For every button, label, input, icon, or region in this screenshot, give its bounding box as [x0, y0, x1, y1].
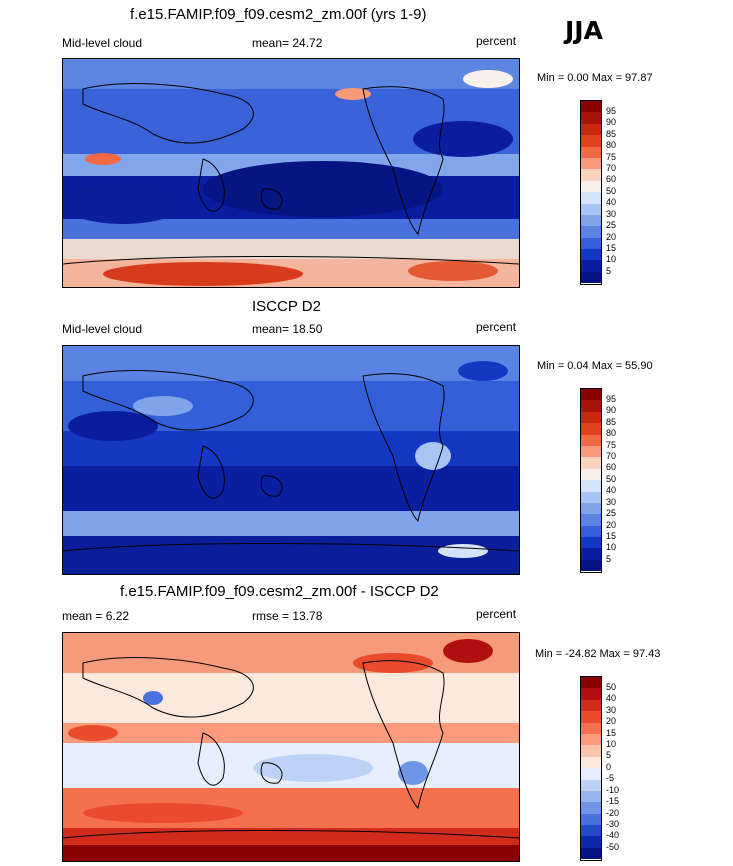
panel3-title: f.e15.FAMIP.f09_f09.cesm2_zm.00f - ISCCP… — [120, 583, 439, 600]
panel3-tick-label: 15 — [606, 728, 617, 738]
panel1-tick-label: 90 — [606, 117, 617, 127]
panel2-units-label: percent — [476, 320, 517, 334]
panel3-colorbar-swatches — [580, 676, 602, 861]
panel2-tick-label: 25 — [606, 508, 617, 518]
panel3-tick-label: 10 — [606, 739, 617, 749]
panel3-map — [62, 632, 520, 862]
panel3-tick-label: -5 — [606, 773, 615, 783]
panel3-rmse-label: rmse = 13.78 — [252, 609, 323, 623]
panel3-tick-label: 50 — [606, 682, 617, 692]
panel1-mean-label: mean= 24.72 — [252, 36, 323, 50]
panel3-tick-label: -40 — [606, 830, 620, 840]
panel1-left-label: Mid-level cloud — [62, 36, 143, 50]
panel1-colorbar-swatches — [580, 100, 602, 285]
panel1-tick-label: 15 — [606, 243, 617, 253]
panel2-colorbar-swatches — [580, 388, 602, 573]
panel2-tick-label: 10 — [606, 542, 617, 552]
panel1-tick-label: 20 — [606, 232, 617, 242]
panel2-tick-label: 70 — [606, 451, 617, 461]
panel2-tick-label: 75 — [606, 440, 617, 450]
panel1-minmax: Min = 0.00 Max = 97.87 — [537, 72, 653, 84]
panel2-tick-label: 80 — [606, 428, 617, 438]
panel1-tick-label: 50 — [606, 186, 617, 196]
panel2-colorbar: 95 90 85 80 75 70 60 50 40 30 25 20 15 1… — [580, 388, 640, 573]
panel3-tick-label: 30 — [606, 705, 617, 715]
panel1-colorbar: 95 90 85 80 75 70 60 50 40 30 25 20 15 1… — [580, 100, 640, 285]
panel1-title: f.e15.FAMIP.f09_f09.cesm2_zm.00f (yrs 1-… — [130, 6, 427, 23]
panel2-mean-label: mean= 18.50 — [252, 322, 323, 336]
panel2-tick-label: 60 — [606, 462, 617, 472]
panel1-tick-label: 5 — [606, 266, 612, 276]
panel3-tick-label: 0 — [606, 762, 612, 772]
panel1-tick-label: 30 — [606, 209, 617, 219]
panel2-minmax: Min = 0.04 Max = 55.90 — [537, 360, 653, 372]
panel3-tick-label: 5 — [606, 750, 612, 760]
panel2-tick-label: 30 — [606, 497, 617, 507]
season-label: JJA — [565, 16, 603, 45]
panel3-mean-label: mean = 6.22 — [62, 609, 130, 623]
panel1-tick-label: 25 — [606, 220, 617, 230]
panel2-left-label: Mid-level cloud — [62, 322, 143, 336]
panel1-tick-label: 60 — [606, 174, 617, 184]
panel2-tick-label: 50 — [606, 474, 617, 484]
panel1-map — [62, 58, 520, 288]
panel2-tick-label: 15 — [606, 531, 617, 541]
panel1-tick-label: 40 — [606, 197, 617, 207]
panel1-units-label: percent — [476, 34, 517, 48]
panel3-tick-label: 20 — [606, 716, 617, 726]
panel2-map — [62, 345, 520, 575]
panel3-tick-label: -15 — [606, 796, 620, 806]
panel2-title: ISCCP D2 — [252, 298, 321, 315]
panel2-tick-label: 20 — [606, 520, 617, 530]
panel1-tick-label: 70 — [606, 163, 617, 173]
panel3-tick-label: -20 — [606, 808, 620, 818]
panel3-tick-label: -50 — [606, 842, 620, 852]
panel2-tick-label: 85 — [606, 417, 617, 427]
panel3-tick-label: 40 — [606, 693, 617, 703]
panel3-tick-label: -10 — [606, 785, 620, 795]
panel3-minmax: Min = -24.82 Max = 97.43 — [535, 648, 661, 660]
panel2-tick-label: 40 — [606, 485, 617, 495]
panel1-tick-label: 80 — [606, 140, 617, 150]
panel2-tick-label: 95 — [606, 394, 617, 404]
panel1-tick-label: 10 — [606, 254, 617, 264]
panel3-colorbar: 50 40 30 20 15 10 5 0 -5 -10 -15 -20 -30… — [580, 676, 640, 861]
panel1-tick-label: 85 — [606, 129, 617, 139]
panel2-tick-label: 90 — [606, 405, 617, 415]
panel3-tick-label: -30 — [606, 819, 620, 829]
panel3-units-label: percent — [476, 607, 517, 621]
panel1-tick-label: 75 — [606, 152, 617, 162]
panel2-tick-label: 5 — [606, 554, 612, 564]
panel1-tick-label: 95 — [606, 106, 617, 116]
